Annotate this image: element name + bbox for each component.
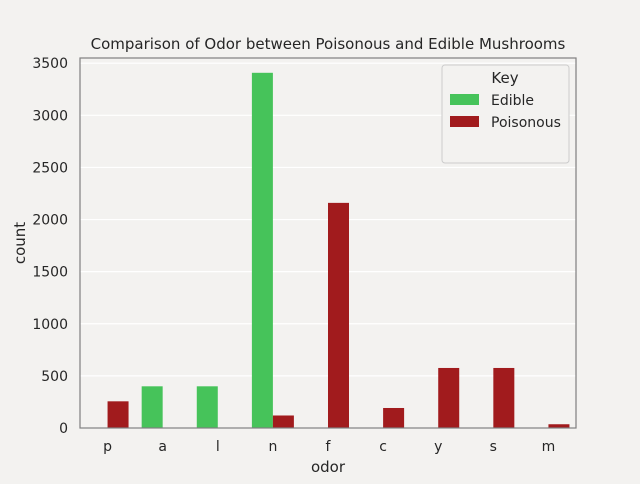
x-tick-label: y (434, 439, 442, 455)
y-axis-ticks: 0 500 1000 1500 2000 2500 3000 3500 (32, 56, 68, 437)
plot-frame (79, 57, 577, 429)
bar-poisonous-c (383, 407, 405, 428)
x-axis-label: odor (311, 458, 346, 476)
bar-edible-l (196, 386, 218, 428)
bar-edible-a (141, 386, 163, 428)
x-tick-label: m (542, 439, 556, 455)
y-tick-label: 1000 (32, 317, 68, 333)
y-tick-label: 500 (41, 369, 68, 385)
y-axis-label: count (11, 222, 29, 264)
legend-title: Key (491, 69, 518, 87)
bar-poisonous-p (107, 401, 129, 428)
x-tick-label: p (103, 439, 112, 455)
bar-poisonous-m (548, 424, 570, 428)
y-tick-label: 1500 (32, 265, 68, 281)
x-tick-label: l (216, 439, 220, 455)
legend-label-poisonous: Poisonous (491, 115, 561, 131)
x-tick-label: f (326, 439, 332, 455)
x-tick-label: c (379, 439, 387, 455)
y-tick-label: 2000 (32, 213, 68, 229)
bar-poisonous-y (438, 367, 460, 428)
y-tick-label: 3500 (32, 56, 68, 72)
y-tick-label: 0 (59, 421, 68, 437)
legend-swatch-edible (450, 94, 479, 105)
y-tick-label: 2500 (32, 160, 68, 176)
bar-edible-n (251, 72, 273, 429)
chart-title: Comparison of Odor between Poisonous and… (91, 35, 566, 53)
legend: Key Edible Poisonous (441, 64, 570, 164)
x-tick-label: s (490, 439, 497, 455)
bar-poisonous-s (493, 367, 515, 428)
x-tick-label: n (268, 439, 277, 455)
legend-box (441, 64, 570, 164)
legend-swatch-poisonous (450, 116, 479, 127)
legend-label-edible: Edible (491, 93, 534, 109)
bars (107, 72, 570, 429)
bar-poisonous-f (328, 202, 349, 428)
legend-entries: Edible Poisonous (450, 93, 561, 131)
bar-poisonous-n (272, 415, 294, 428)
y-tick-label: 3000 (32, 108, 68, 124)
x-tick-label: a (158, 439, 167, 455)
